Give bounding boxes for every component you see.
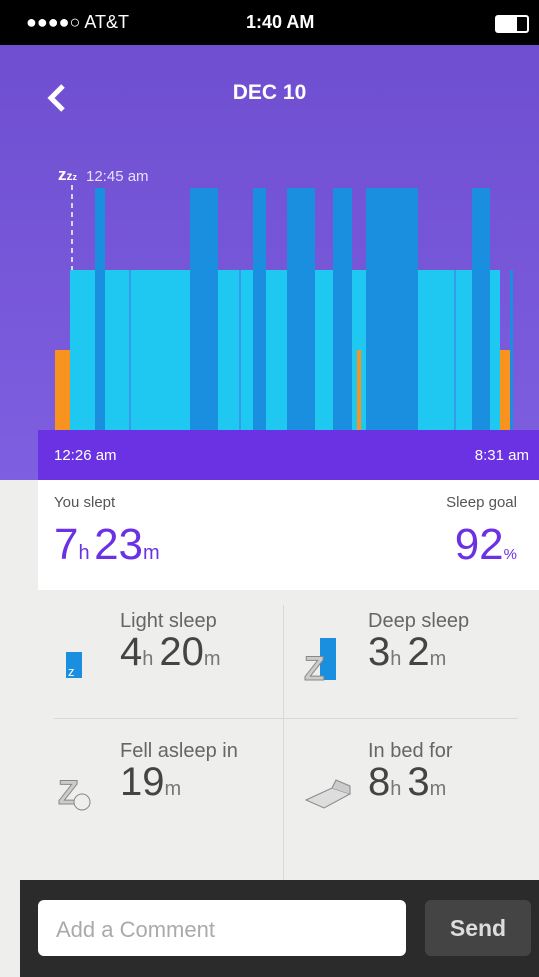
slept-value: 7h 23m [54, 520, 160, 570]
stat-label: In bed for [368, 740, 453, 762]
slept-label: You slept [54, 494, 116, 511]
clock: 1:40 AM [246, 12, 315, 32]
carrier: ●●●●○ AT&T [26, 12, 130, 32]
stat-cell: z Light sleep 4h 20m [38, 590, 268, 700]
stat-label: Deep sleep [368, 610, 470, 632]
stat-unit: h [390, 778, 402, 800]
stat-number: 4 [120, 630, 143, 674]
stat-icon: Z [58, 774, 91, 813]
stat-unit: m [164, 778, 182, 800]
stat-cell: In bed for 8h 3m [286, 720, 516, 830]
goal-value: 92% [455, 520, 517, 570]
time-band: 12:26 am 8:31 am [38, 430, 539, 480]
minutes: 23 [94, 520, 144, 569]
stat-value: 19m [120, 760, 187, 805]
hours: 7 [54, 520, 79, 569]
placeholder: Add a Comment [56, 917, 215, 942]
stat-icon: z [66, 652, 82, 679]
summary: You slept 7h 23m Sleep goal 92% [38, 480, 539, 590]
sleep-chart: zzz [55, 165, 513, 430]
sleep-start-label: 12:45 am [86, 168, 149, 185]
stat-unit: m [203, 648, 221, 670]
goal-label: Sleep goal [446, 494, 517, 511]
zzz-icon: zzz [58, 165, 78, 184]
stat-unit: m [429, 648, 447, 670]
stat-value: 8h 3m [368, 760, 452, 805]
stat-icon: Z [304, 638, 336, 684]
end-time: 8:31 am [474, 447, 529, 464]
stat-number: 2 [407, 630, 430, 674]
battery [495, 15, 529, 33]
status-bar: ●●●●○ AT&T 1:40 AM [0, 0, 539, 45]
stat-cell: Z Deep sleep 3h 2m [286, 590, 516, 700]
comment-input[interactable]: Add a Comment [38, 900, 406, 956]
stat-label: Fell asleep in [120, 740, 238, 762]
svg-text:Z: Z [304, 650, 325, 684]
stat-number: 19 [120, 760, 165, 804]
start-time: 12:26 am [54, 447, 117, 464]
stat-cell: Z Fell asleep in 19m [38, 720, 268, 830]
stat-number: 3 [407, 760, 430, 804]
stat-number: 20 [159, 630, 204, 674]
stat-icon [304, 779, 352, 809]
stat-number: 3 [368, 630, 391, 674]
comment-bar: Add a Comment Send [20, 880, 539, 977]
send-button[interactable]: Send [425, 900, 531, 956]
goal: 92 [454, 520, 504, 569]
stat-label: Light sleep [120, 610, 217, 632]
stat-unit: h [142, 648, 154, 670]
stat-value: 3h 2m [368, 630, 452, 675]
header: DEC 10 zzz 12:45 am [0, 45, 539, 480]
unit: h [78, 542, 90, 564]
unit: % [503, 546, 517, 563]
stat-value: 4h 20m [120, 630, 227, 675]
stat-number: 8 [368, 760, 391, 804]
stat-unit: m [429, 778, 447, 800]
stats-grid: z Light sleep 4h 20m Z Deep sleep 3h 2m Z Fell as… [38, 590, 539, 880]
unit: m [143, 542, 160, 564]
date-title: DEC 10 [232, 81, 307, 104]
stat-unit: h [390, 648, 402, 670]
back-button[interactable] [45, 83, 69, 113]
svg-text:z: z [68, 664, 75, 679]
